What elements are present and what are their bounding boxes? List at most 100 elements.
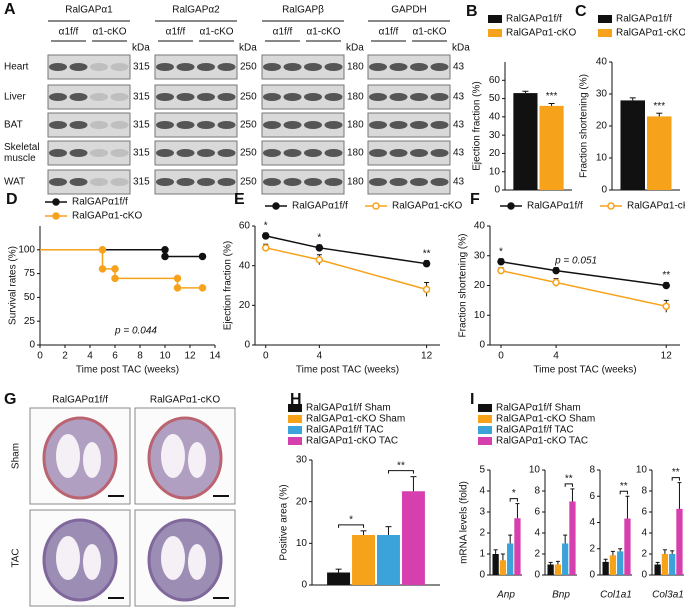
ventricle: [83, 544, 101, 580]
x-tick-label: 0: [498, 351, 504, 362]
blot-band: [410, 149, 428, 157]
legend-label: RalGAPα1f/f: [527, 201, 583, 212]
y-tick-label: 10: [474, 310, 486, 321]
row-label: TAC: [11, 548, 22, 567]
marker: [161, 246, 169, 254]
y-tick-label: 40: [239, 260, 251, 271]
legend-swatch: [478, 404, 492, 412]
blot-band: [263, 93, 281, 101]
y-tick-label: 4: [534, 528, 540, 539]
group-label: α1f/f: [379, 27, 399, 38]
line: [265, 247, 427, 291]
blot-band: [110, 178, 129, 186]
y-tick-label: 0: [601, 185, 607, 196]
bar: [539, 105, 564, 190]
blot-band: [176, 93, 195, 101]
legend-label: RalGAPα1f/f: [616, 14, 672, 25]
annotation: p = 0.051: [554, 255, 597, 266]
y-tick-label: 30: [596, 89, 608, 100]
blot-band: [410, 93, 428, 101]
blot-band: [410, 63, 428, 71]
blot-band: [389, 178, 408, 186]
annotation: *: [499, 246, 503, 257]
annotation: ***: [546, 91, 558, 102]
bar: [507, 543, 514, 575]
marker: [422, 285, 431, 294]
tissue-label: Heart: [4, 62, 29, 73]
marker: [98, 265, 107, 273]
blot-header: RalGAPβ: [282, 5, 324, 16]
blot-band: [430, 93, 449, 101]
bracket: [619, 490, 628, 495]
y-tick-label: 40: [489, 111, 501, 122]
blot-band: [283, 93, 302, 101]
blot-band: [217, 149, 236, 157]
y-tick-label: 4: [589, 517, 595, 528]
legend-marker: [52, 198, 60, 206]
blot-band: [263, 63, 281, 71]
kda-marker: 43: [453, 120, 465, 131]
y-tick-label: 0: [494, 185, 500, 196]
bar: [676, 508, 683, 575]
y-tick-label: 0: [589, 570, 595, 581]
group-label: α1f/f: [273, 27, 293, 38]
annotation: **: [423, 248, 431, 259]
blot-band: [110, 93, 129, 101]
bar: [562, 543, 569, 575]
legend-marker: [272, 202, 280, 210]
blot-band: [263, 121, 281, 129]
panel-label: A: [4, 1, 16, 18]
legend-label: RalGAPα1-cKO: [392, 201, 462, 212]
marker: [173, 284, 182, 292]
y-tick-label: 2: [479, 528, 485, 539]
marker: [422, 259, 431, 268]
blot-band: [217, 178, 236, 186]
kda-marker: 180: [347, 177, 364, 188]
blot-band: [90, 63, 108, 71]
y-axis-label: mRNA levels (fold): [459, 481, 470, 564]
blot-band: [304, 93, 322, 101]
legend-marker: [507, 202, 515, 210]
x-axis-label: Time post TAC (weeks): [533, 365, 636, 376]
bar: [609, 555, 617, 575]
ventricle: [188, 544, 206, 580]
x-tick-label: 0: [37, 351, 43, 362]
x-tick-label: 14: [209, 351, 221, 362]
tissue-section: [147, 518, 223, 602]
blot-band: [156, 121, 174, 129]
kda-label: kDa: [132, 43, 150, 54]
kda-marker: 315: [133, 177, 150, 188]
marker: [497, 257, 505, 266]
x-tick-label: 12: [184, 351, 196, 362]
legend-label: RalGAPα1-cKO: [627, 201, 685, 212]
ventricle: [161, 536, 185, 580]
y-axis-label: Survival rates (%): [8, 246, 19, 325]
blot-band: [283, 63, 302, 71]
y-tick-label: 20: [296, 496, 308, 507]
tissue-label: muscle: [4, 153, 36, 164]
y-tick-label: 4: [479, 486, 485, 497]
blot-band: [197, 149, 215, 157]
blot-band: [176, 149, 195, 157]
bar: [617, 551, 624, 575]
group-label: α1f/f: [166, 27, 186, 38]
blot-band: [197, 178, 215, 186]
line: [265, 235, 427, 265]
kda-marker: 250: [240, 177, 257, 188]
ventricle: [83, 442, 101, 478]
annotation: *: [317, 232, 321, 243]
blot-band: [283, 149, 302, 157]
y-tick-label: 60: [489, 75, 501, 86]
y-tick-label: 6: [534, 507, 540, 518]
blot-band: [69, 63, 88, 71]
y-tick-label: 3: [479, 507, 485, 518]
y-tick-label: 10: [296, 538, 308, 549]
blot-band: [304, 178, 322, 186]
bar: [401, 491, 425, 585]
annotation: p = 0.044: [114, 325, 157, 336]
blot-band: [90, 149, 108, 157]
legend-label: RalGAPα1f/f TAC: [496, 425, 574, 436]
legend-label: RalGAPα1-cKO TAC: [306, 436, 398, 447]
ventricle: [161, 434, 185, 478]
